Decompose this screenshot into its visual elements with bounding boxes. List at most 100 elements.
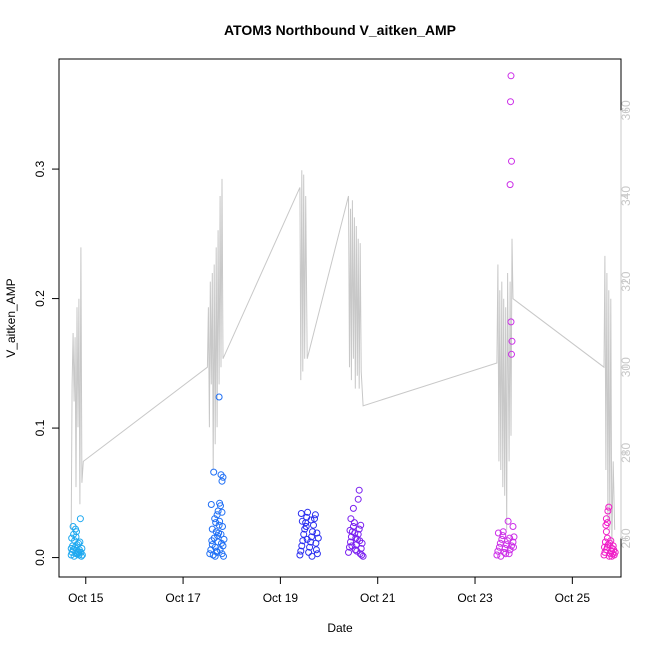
data-point-2-17: [312, 546, 320, 554]
data-point-1-30: [213, 547, 221, 555]
data-point-4-15: [494, 529, 502, 537]
data-point-1-32: [218, 539, 225, 547]
data-point-2-16: [311, 511, 319, 519]
data-point-2-1: [297, 547, 305, 555]
y-axis: 0.0 0.1 0.2 0.3: [33, 160, 60, 566]
data-point-1-18: [216, 517, 224, 525]
data-point-5-18: [605, 503, 613, 511]
points-layer: [67, 72, 619, 560]
data-point-2-27: [312, 539, 320, 547]
data-point-4-8: [503, 541, 511, 549]
data-point-1-27: [214, 507, 222, 515]
data-point-5-23: [601, 543, 608, 551]
data-point-5-17: [604, 507, 612, 515]
data-point-3-22: [348, 542, 356, 550]
data-point-2-21: [303, 535, 311, 543]
data-point-2-26: [307, 516, 315, 524]
right-y-tick-label-1: 280: [619, 443, 633, 463]
x-tick-label-3: Oct 21: [360, 591, 396, 605]
data-point-1-21: [210, 468, 218, 476]
data-point-0-26: [72, 533, 80, 541]
data-point-4-12: [508, 542, 515, 550]
right-y-tick-label-5: 360: [619, 100, 633, 120]
data-point-4-3: [496, 539, 504, 547]
data-point-3-19: [354, 495, 362, 503]
x-axis-label: Date: [327, 621, 353, 635]
right-y-tick-label-3: 320: [619, 271, 633, 291]
data-point-0-17: [75, 546, 83, 554]
data-point-1-19: [218, 508, 226, 516]
data-point-1-23: [218, 477, 226, 485]
data-point-2-23: [313, 529, 321, 537]
data-point-4-23: [507, 318, 515, 326]
y-tick-label-0: 0.0: [33, 549, 47, 566]
data-point-4-22: [506, 181, 514, 189]
data-point-4-19: [507, 72, 515, 80]
data-point-4-13: [509, 538, 517, 546]
right-axis-line-layer: [70, 170, 616, 548]
data-point-1-0: [206, 550, 214, 558]
data-point-5-19: [602, 521, 610, 529]
data-point-4-6: [500, 548, 508, 556]
data-point-4-20: [507, 98, 514, 106]
data-point-2-25: [302, 523, 310, 530]
data-point-3-17: [349, 504, 357, 512]
data-point-0-20: [73, 528, 80, 536]
data-point-1-15: [208, 525, 216, 533]
data-point-5-24: [607, 537, 615, 545]
data-point-3-0: [345, 548, 352, 556]
data-point-0-25: [67, 545, 75, 552]
data-point-0-21: [75, 539, 82, 547]
x-tick-label-5: Oct 25: [555, 591, 591, 605]
y-tick-label-2: 0.2: [33, 290, 47, 307]
right-y-tick-label-4: 340: [619, 186, 633, 206]
data-point-4-7: [501, 545, 509, 552]
data-point-1-24: [219, 473, 227, 481]
right-y-tick-label-2: 300: [619, 357, 633, 377]
data-point-0-27: [75, 548, 83, 556]
data-point-4-16: [499, 528, 507, 536]
data-point-4-27: [502, 550, 510, 558]
data-point-2-24: [297, 510, 305, 517]
data-point-3-25: [356, 537, 364, 545]
data-point-1-37: [219, 523, 226, 530]
right-y-tick-label-0: 260: [619, 528, 633, 548]
data-point-2-20: [298, 517, 306, 525]
data-point-1-20: [207, 501, 215, 508]
data-point-4-25: [508, 350, 515, 358]
data-point-3-10: [354, 530, 362, 538]
data-point-3-16: [347, 515, 355, 523]
data-point-3-20: [355, 486, 363, 494]
right-y-axis: 260 280 300 320 340 360: [619, 100, 633, 548]
data-point-2-8: [304, 508, 312, 516]
data-point-5-22: [610, 546, 618, 554]
chart-title: ATOM3 Northbound V_aitken_AMP: [224, 22, 456, 38]
data-point-3-15: [359, 552, 367, 560]
data-point-2-18: [313, 550, 321, 558]
data-point-1-33: [220, 552, 227, 560]
data-point-1-28: [215, 393, 223, 401]
data-point-3-5: [349, 523, 357, 530]
data-point-2-2: [298, 542, 306, 550]
data-point-5-16: [602, 515, 610, 523]
data-point-0-22: [76, 515, 84, 523]
data-point-4-10: [505, 550, 513, 558]
data-point-2-15: [311, 515, 318, 523]
data-point-2-10: [306, 543, 314, 551]
x-tick-label-4: Oct 23: [457, 591, 493, 605]
data-point-5-14: [602, 528, 610, 536]
x-tick-label-2: Oct 19: [263, 591, 299, 605]
series-line: [70, 170, 616, 548]
data-point-1-36: [215, 529, 223, 537]
data-point-4-18: [509, 523, 517, 530]
data-point-3-21: [357, 521, 365, 529]
x-tick-label-0: Oct 15: [68, 591, 104, 605]
x-tick-label-1: Oct 17: [165, 591, 201, 605]
data-point-3-27: [346, 526, 354, 534]
data-point-2-0: [296, 551, 304, 559]
y-tick-label-3: 0.3: [33, 160, 47, 177]
data-point-4-24: [508, 337, 516, 345]
data-point-2-9: [305, 548, 313, 556]
data-point-2-13: [309, 528, 316, 536]
y-tick-label-1: 0.1: [33, 419, 47, 436]
